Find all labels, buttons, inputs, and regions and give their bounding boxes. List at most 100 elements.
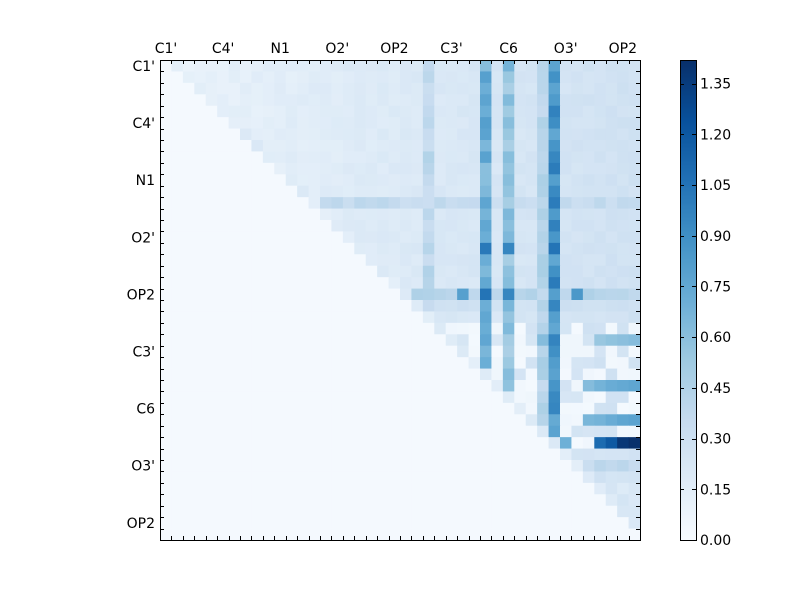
heatmap-cell [342,322,355,335]
colorbar-tick-label: 0.00 [700,533,731,549]
heatmap-cell [331,482,344,495]
heatmap-cell [457,128,469,141]
heatmap-cell [217,425,229,438]
heatmap-cell [514,208,527,221]
heatmap-cell [445,460,458,472]
heatmap-cell [445,82,458,95]
heatmap-cell [331,71,344,84]
heatmap-cell [285,357,298,369]
heatmap-cell [514,185,527,198]
heatmap-cell [560,471,572,484]
heatmap-cell [605,357,618,369]
heatmap-cell [342,345,355,358]
heatmap-cell [171,322,184,335]
heatmap-cell [434,117,447,129]
heatmap-cell [182,82,195,95]
heatmap-cell [628,517,641,529]
heatmap-cell [434,60,447,72]
heatmap-cell [480,265,492,278]
heatmap-cell [617,220,629,232]
heatmap-cell [457,494,469,507]
colorbar-tick-label: 1.35 [700,77,731,93]
heatmap-cell [560,311,572,324]
heatmap-cell [502,380,515,392]
heatmap-cell [582,117,595,129]
heatmap-cell [274,528,287,541]
heatmap-cell [480,414,492,427]
heatmap-cell [525,265,538,278]
heatmap-cell [388,140,401,152]
heatmap-cell [388,128,401,141]
heatmap-cell [365,242,378,255]
heatmap-cell [514,368,527,381]
heatmap-cell [411,140,424,152]
heatmap-cell [205,231,218,244]
heatmap-cell [217,494,229,507]
heatmap-cell [217,357,229,369]
heatmap-cell [377,345,389,358]
heatmap-cell [308,265,321,278]
heatmap-cell [571,505,584,518]
colorbar-segment [680,150,696,153]
colorbar-segment [680,92,696,95]
heatmap-cell [400,311,412,324]
heatmap-cell [182,254,195,267]
heatmap-cell [548,60,561,72]
heatmap-cell [285,94,298,107]
heatmap-cell [274,151,287,164]
heatmap-cell [388,505,401,518]
heatmap-cell [274,140,287,152]
heatmap-cell [354,460,367,472]
heatmap-cell [240,448,252,461]
heatmap-cell [468,334,481,347]
heatmap-cell [205,345,218,358]
heatmap-cell [240,277,252,289]
heatmap-cell [160,242,172,255]
heatmap-cell [434,94,447,107]
heatmap-cell [400,185,412,198]
heatmap-cell [251,357,264,369]
heatmap-cell [400,528,412,541]
heatmap-cell [262,151,275,164]
heatmap-cell [537,300,549,312]
heatmap-cell [354,277,367,289]
heatmap-cell [217,151,229,164]
heatmap-cell [285,311,298,324]
heatmap-cell [171,380,184,392]
heatmap-cell [480,151,492,164]
colorbar-segment [680,130,696,133]
heatmap-cell [537,517,549,529]
heatmap-cell [400,128,412,141]
colorbar-segment [680,326,696,329]
colorbar-segment [680,266,696,269]
heatmap-cell [582,334,595,347]
x-tick-label: OP2 [609,41,637,57]
heatmap-cell [205,60,218,72]
heatmap-cell [205,425,218,438]
heatmap-cell [217,460,229,472]
heatmap-cell [468,265,481,278]
heatmap-cell [285,220,298,232]
colorbar-segment [680,352,696,355]
y-tick-label: C4' [132,116,155,132]
heatmap-cell [274,505,287,518]
heatmap-cell [365,460,378,472]
heatmap-cell [571,345,584,358]
heatmap-cell [525,231,538,244]
heatmap-cell [571,322,584,335]
colorbar-segment [680,500,696,503]
heatmap-cell [422,288,435,301]
heatmap-cell [411,151,424,164]
colorbar-segment [680,344,696,347]
colorbar-segment [680,132,696,135]
heatmap-cell [285,162,298,175]
heatmap-cell [617,128,629,141]
heatmap-cell [457,60,469,72]
heatmap-cell [205,151,218,164]
heatmap-cell [308,288,321,301]
heatmap-cell [365,94,378,107]
heatmap-cell [342,505,355,518]
heatmap-cell [537,208,549,221]
heatmap-cell [354,437,367,449]
heatmap-cell [365,117,378,129]
